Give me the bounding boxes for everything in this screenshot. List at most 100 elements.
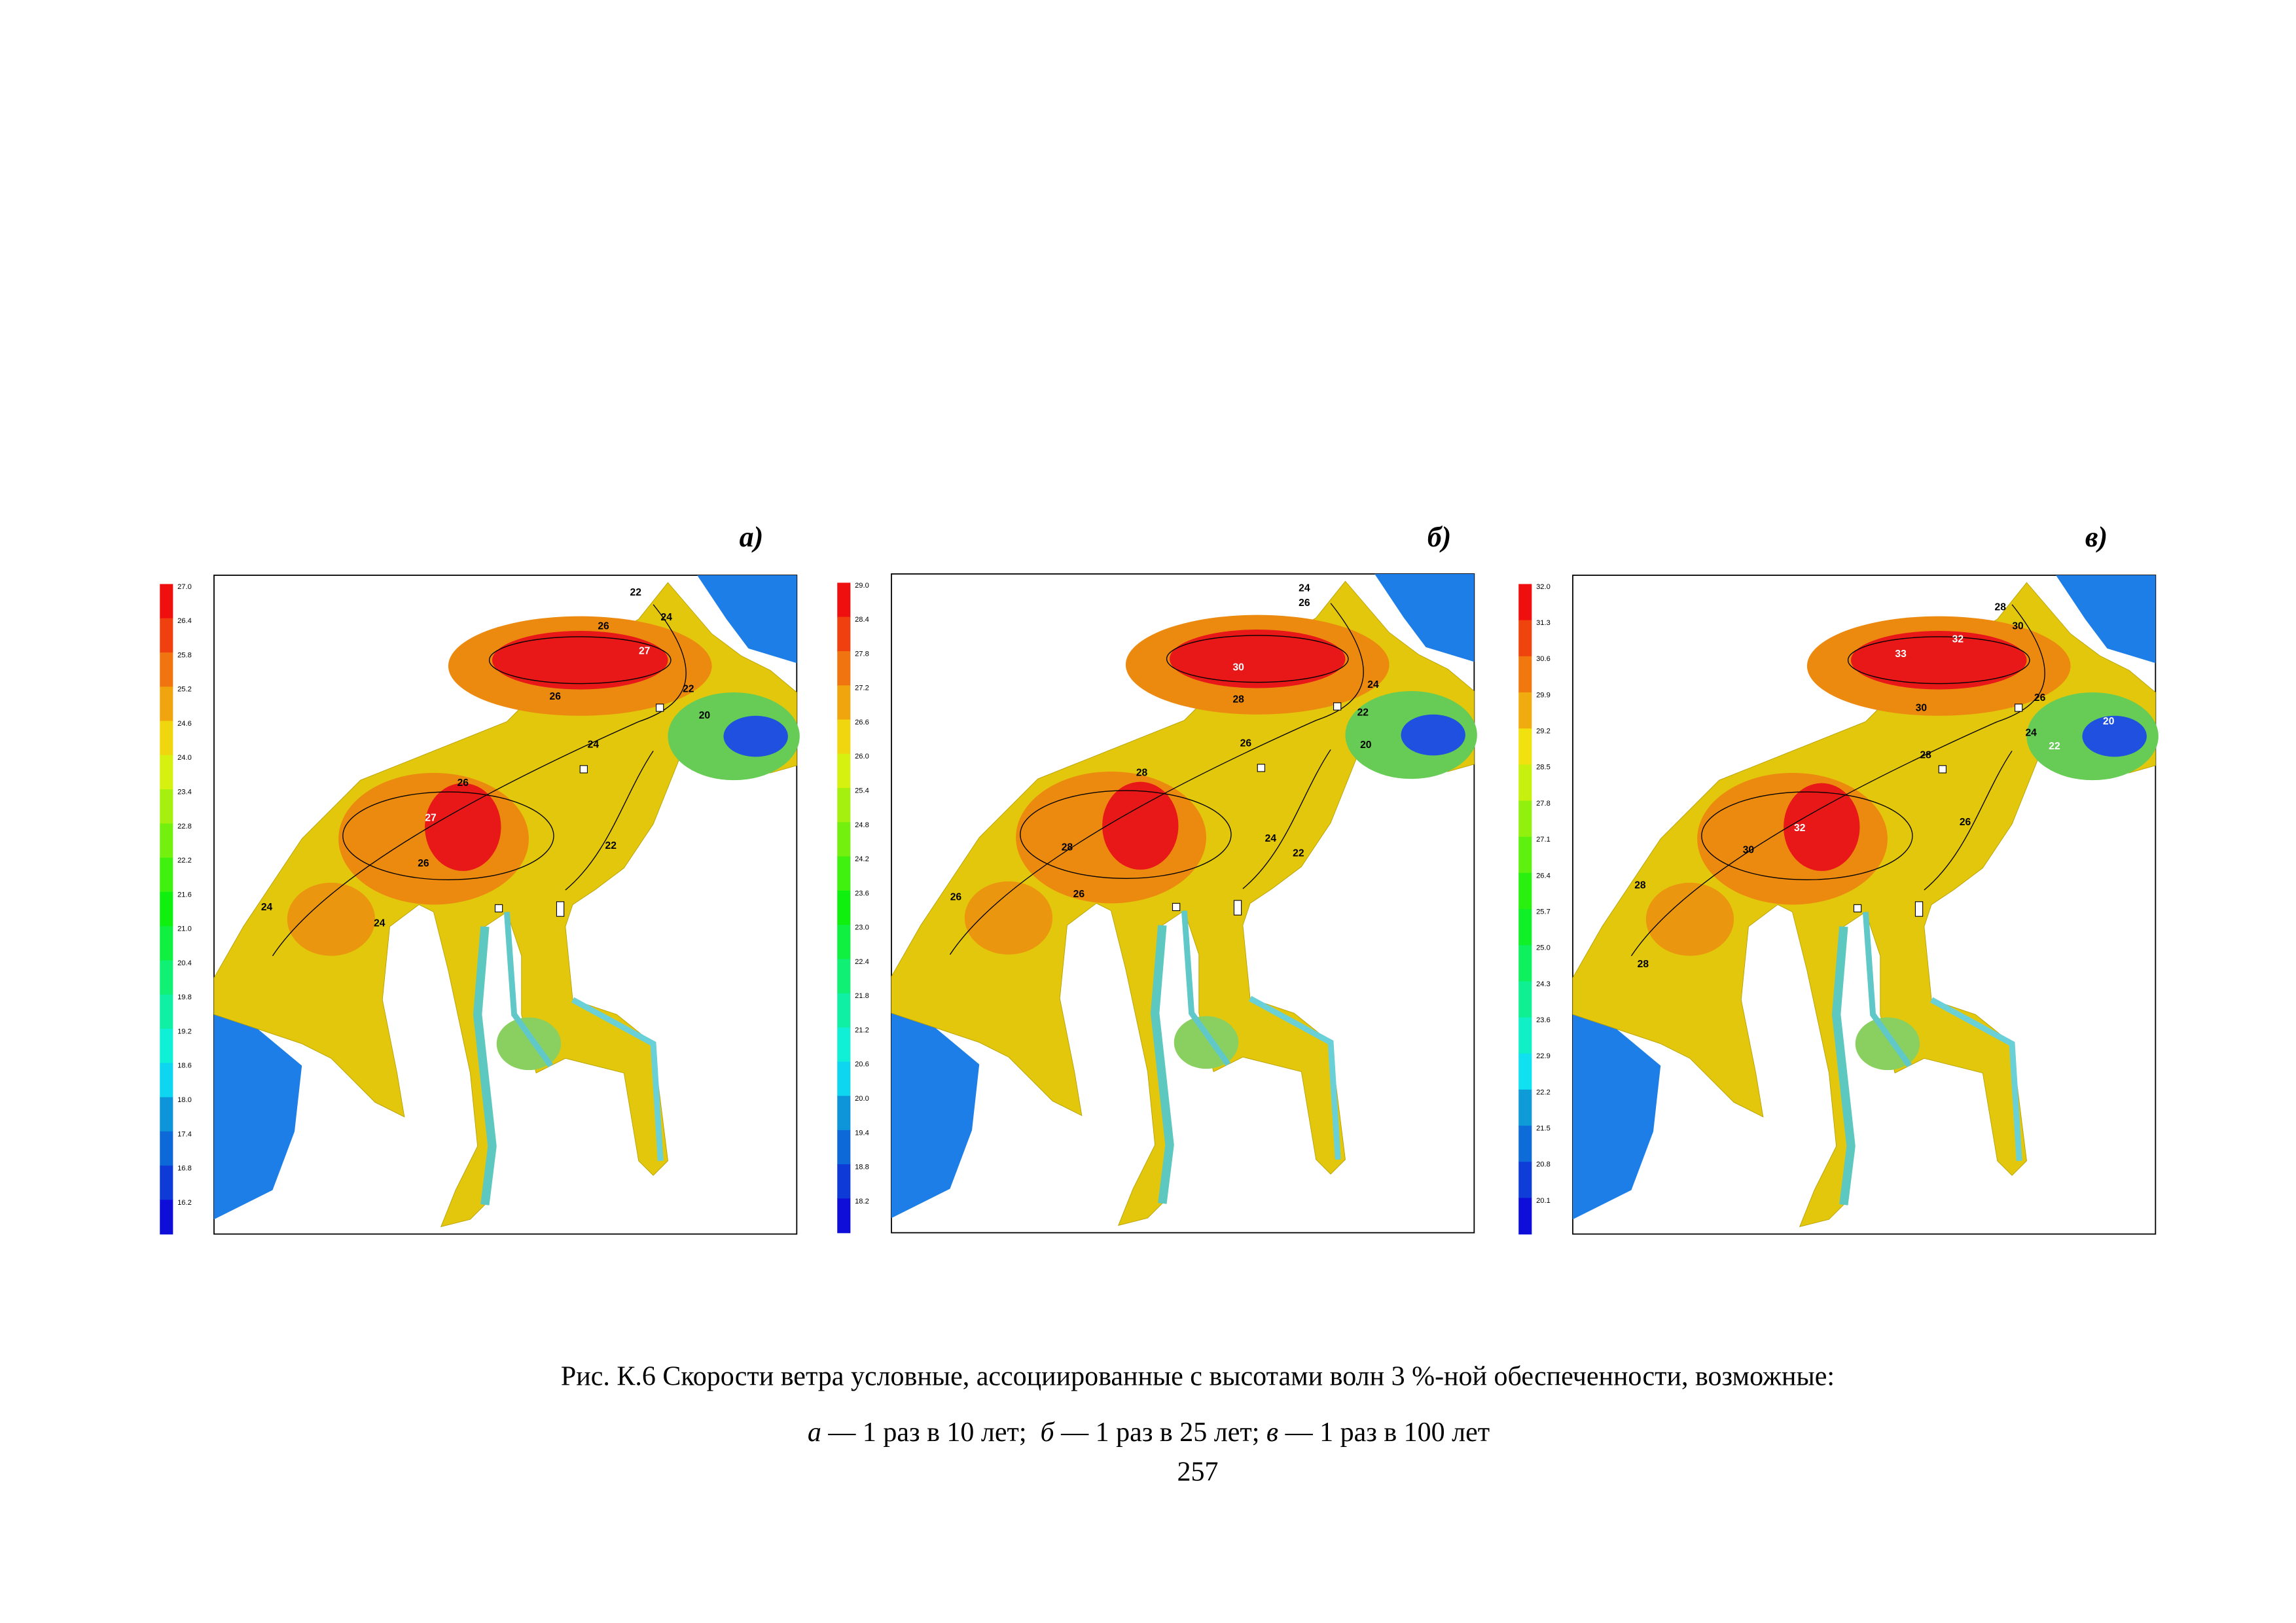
legend-label: 21.8 — [855, 992, 869, 1000]
contour-label: 30 — [2012, 620, 2024, 632]
contour-label: 26 — [418, 858, 429, 869]
contour-label: 22 — [1357, 707, 1369, 719]
legend-swatch — [1518, 872, 1532, 910]
land-blue — [697, 575, 797, 664]
land-blue — [1374, 574, 1475, 662]
contour-label: 24 — [1265, 833, 1277, 844]
contour-line — [488, 636, 672, 685]
legend-swatch — [1518, 800, 1532, 838]
legend-label: 31.3 — [1536, 619, 1551, 627]
legend-swatch — [160, 1028, 173, 1063]
contour-line — [1847, 636, 2030, 685]
river — [1929, 997, 2022, 1162]
marker — [1233, 900, 1242, 916]
legend-swatch — [837, 1130, 851, 1165]
contour-label: 28 — [1638, 959, 1649, 970]
water-area — [213, 582, 797, 1228]
contour-label: 22 — [683, 684, 694, 695]
legend-swatch — [1518, 656, 1532, 693]
contour-line — [1166, 635, 1349, 683]
legend-label: 27.0 — [177, 583, 192, 591]
legend-swatch — [160, 584, 173, 619]
river — [1181, 910, 1231, 1066]
caption-text: — 1 раз в 10 лет; — [821, 1418, 1041, 1448]
legend-label: 29.9 — [1536, 691, 1551, 699]
legend-swatch — [1518, 1162, 1532, 1199]
figure: а) 22 24 26 27 26 22 20 24 26 27 26 22 24 24 27.0 26.4 25… — [160, 521, 2159, 1235]
legend-label: 28.5 — [1536, 764, 1551, 772]
contour-line — [949, 603, 1364, 955]
land-blue — [214, 1014, 302, 1220]
legend-swatch — [160, 891, 173, 927]
contour-label: 27 — [639, 645, 651, 656]
contour-line — [565, 751, 654, 891]
legend-label: 25.4 — [855, 787, 869, 795]
red-zone — [1102, 781, 1179, 870]
legend-swatch — [837, 1061, 851, 1097]
orange-zone — [964, 881, 1053, 955]
legend-label: 20.6 — [855, 1061, 869, 1069]
legend-label: 25.7 — [1536, 908, 1551, 916]
marker — [1172, 902, 1181, 912]
contour-label: 30 — [1916, 703, 1928, 714]
legend-swatch — [1518, 1126, 1532, 1162]
legend-swatch — [160, 618, 173, 653]
contour-label: 30 — [1232, 662, 1244, 673]
legend-label: 28.4 — [855, 616, 869, 624]
blue-zone — [1401, 714, 1465, 756]
contour-label: 28 — [1920, 749, 1931, 760]
marker — [1333, 702, 1342, 711]
panel-label: б) — [1427, 521, 1452, 553]
contour-line — [1924, 751, 2013, 891]
contour-label: 28 — [1232, 694, 1244, 705]
blue-zone — [2082, 715, 2147, 757]
legend-label: 32.0 — [1536, 583, 1551, 591]
legend-label: 18.0 — [177, 1096, 192, 1104]
contour-label: 20 — [1360, 740, 1372, 751]
contour-label: 26 — [550, 691, 562, 702]
legend-swatch — [160, 1063, 173, 1098]
legend-swatch — [1518, 945, 1532, 982]
legend-label: 22.2 — [177, 857, 192, 865]
legend-label: 22.4 — [855, 958, 869, 966]
legend-label: 24.3 — [1536, 980, 1551, 988]
map-panel: 28 30 33 32 30 26 20 24 22 28 26 32 30 28 28 32.0 31.3 30… — [1518, 575, 2159, 1235]
legend-swatch — [160, 1097, 173, 1132]
legend-swatch — [1518, 1053, 1532, 1090]
contour-label: 26 — [2034, 692, 2046, 704]
legend-swatch — [837, 719, 851, 755]
legend-swatch — [837, 993, 851, 1028]
legend-swatch — [837, 856, 851, 891]
panel-label: а) — [740, 521, 764, 553]
contour-label: 24 — [588, 740, 600, 751]
caption-letter: б — [1041, 1418, 1056, 1448]
caption-text: — 1 раз в 100 лет — [1278, 1418, 1490, 1448]
legend-label: 20.0 — [855, 1095, 869, 1103]
legend-label: 25.8 — [177, 651, 192, 659]
map-panel: 22 24 26 27 26 22 20 24 26 27 26 22 24 24 27.0 26.4 25.8… — [160, 575, 800, 1235]
legend-label: 20.8 — [1536, 1161, 1551, 1169]
contour-label: 24 — [374, 918, 386, 929]
contour-label: 28 — [1136, 767, 1148, 778]
red-zone — [1851, 631, 2027, 690]
legend-label: 18.6 — [177, 1062, 192, 1070]
legend-label: 16.8 — [177, 1165, 192, 1173]
legend-label: 22.2 — [1536, 1088, 1551, 1096]
legend-swatch — [1518, 981, 1532, 1018]
marker — [2015, 704, 2023, 712]
legend-label: 17.4 — [177, 1130, 192, 1138]
legend-swatch — [837, 1027, 851, 1062]
contour-label: 24 — [1299, 583, 1310, 594]
legend-swatch — [160, 652, 173, 687]
legend-swatch — [160, 994, 173, 1029]
legend-swatch — [837, 753, 851, 789]
contour-label: 20 — [2103, 716, 2115, 727]
legend-label: 19.8 — [177, 993, 192, 1001]
contour-label: 30 — [1743, 845, 1755, 856]
legend-swatch — [160, 721, 173, 756]
legend-swatch — [837, 651, 851, 686]
contour-label: 24 — [1367, 679, 1379, 690]
contour-label: 26 — [1073, 889, 1085, 900]
contour-label: 28 — [1062, 842, 1073, 853]
legend-swatch — [1518, 1198, 1532, 1235]
